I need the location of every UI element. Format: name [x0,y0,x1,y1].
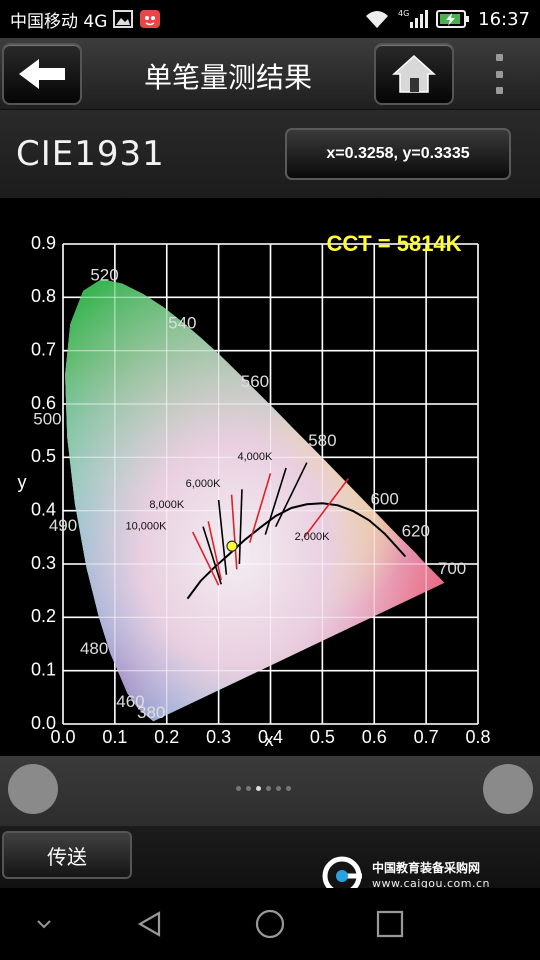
y-tick-label: 0.3 [31,553,56,573]
x-tick-label: 0.8 [465,727,490,747]
x-tick-label: 0.4 [258,727,283,747]
y-tick-label: 0.1 [31,659,56,679]
y-tick-label: 0.9 [31,233,56,253]
x-tick-label: 0.1 [102,727,127,747]
isotherm-line [217,499,228,575]
wavelength-label: 380 [137,703,165,722]
x-tick-label: 0.6 [362,727,387,747]
app-notification-icon [140,10,161,28]
cct-label: 10,000K [126,521,168,533]
x-tick-label: 0.0 [50,727,75,747]
y-tick-label: 0.7 [31,339,56,359]
watermark-title: 中国教育装备采购网 [372,861,481,875]
wavelength-label: 700 [438,559,466,578]
nav-home-button[interactable] [250,906,290,942]
isotherm-line [202,526,222,585]
nav-recents-icon [376,910,404,938]
page-title: 单笔量测结果 [143,61,312,94]
carrier-text: 中国移动 4G [10,11,108,32]
clock: 16:37 [478,8,530,30]
wavelength-label: 560 [241,372,269,391]
cie-chart-svg: 0.0 0.1 0.2 0.3 0.4 0.5 0.6 0.7 0.8 0.0 0.1 0.2 0.3 0… [18,231,491,750]
isotherm-line [238,489,243,565]
wavelength-label: 520 [90,265,118,284]
bottom-bar: 传送 中国教育装备采购网 www.caigou.com.cn [0,826,540,896]
wavelength-label: 460 [116,692,144,711]
cie-chart: 0.0 0.1 0.2 0.3 0.4 0.5 0.6 0.7 0.8 0.0 0.1 0.2 0.3 0… [0,198,540,756]
isotherm-line [303,478,349,538]
isotherm-line [248,473,272,543]
x-tick-label: 0.3 [206,727,231,747]
isotherm-line [264,467,287,535]
page-dot [276,786,281,791]
home-icon [392,54,436,93]
network-type-text: 4G [398,9,409,18]
nav-back-button[interactable] [130,906,170,942]
home-button[interactable] [374,43,454,105]
chart-title: CCT = 5814K [326,231,461,256]
overflow-menu-icon[interactable] [488,54,510,94]
y-tick-label: 0.6 [31,393,56,413]
x-tick-label: 0.2 [154,727,179,747]
page-dot [256,786,261,791]
nav-down-icon [37,920,51,929]
page-dot [246,786,251,791]
coordinates-button[interactable]: x=0.3258, y=0.3335 [285,128,511,180]
wavelength-label: 580 [308,431,336,450]
chart-marks [186,462,407,600]
spectral-locus [62,243,479,725]
status-bar: 中国移动 4G 4G 16:37 [0,0,540,38]
wavelength-label: 620 [402,521,430,540]
send-button[interactable]: 传送 [2,831,132,879]
title-bar: 单笔量测结果 [0,38,540,110]
page-carousel [0,756,540,826]
y-axis-label: y [18,472,27,492]
chart-labels: 0.0 0.1 0.2 0.3 0.4 0.5 0.6 0.7 0.8 0.0 0.1 0.2 0.3 0… [18,231,491,750]
y-tick-label: 0.0 [31,713,56,733]
wavelength-label: 490 [49,516,77,535]
isotherm-line [274,462,308,528]
isotherm-line [230,494,238,570]
cct-label: 4,000K [238,451,274,463]
x-tick-label: 0.7 [414,727,439,747]
gallery-icon [113,10,134,28]
page-indicator [236,786,291,791]
wifi-icon [366,11,389,28]
nav-down-button[interactable] [24,906,64,942]
page-dot [286,786,291,791]
x-tick-label: 0.5 [310,727,335,747]
planckian-locus [186,502,407,600]
battery-charging-icon [436,10,470,28]
wavelength-label: 500 [33,409,61,428]
nav-recents-button[interactable] [370,906,410,942]
y-tick-label: 0.5 [31,446,56,466]
carousel-next-button[interactable] [483,764,533,814]
color-space-label: CIE1931 [16,134,165,174]
cct-label: 2,000K [295,531,331,543]
y-tick-label: 0.2 [31,606,56,626]
page-dot [266,786,271,791]
measured-point [226,540,238,552]
measurement-header: CIE1931 x=0.3258, y=0.3335 [0,110,540,198]
page-dot [236,786,241,791]
nav-home-icon [255,909,285,939]
cct-label: 6,000K [186,478,222,490]
isotherm-line [207,521,222,581]
wavelength-label: 540 [168,313,196,332]
signal-icon: 4G [398,9,429,28]
cct-label: 8,000K [149,499,185,511]
isotherm-line [191,531,220,586]
carousel-prev-button[interactable] [8,764,58,814]
nav-back-icon [137,911,161,937]
x-axis-label: x [265,730,274,750]
back-button[interactable] [2,43,82,105]
wavelength-label: 600 [370,489,398,508]
arrow-left-icon [19,59,65,89]
wavelength-label: 480 [80,639,108,658]
y-tick-label: 0.8 [31,286,56,306]
system-nav-bar [0,888,540,960]
watermark-url: www.caigou.com.cn [372,877,491,890]
y-tick-label: 0.4 [31,499,56,519]
